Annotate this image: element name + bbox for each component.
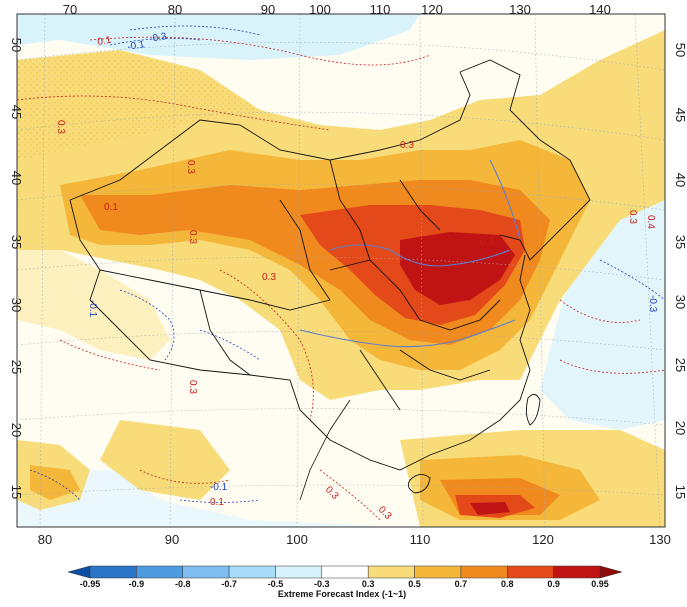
- contour-label: -0.3: [149, 31, 168, 45]
- border-southeast-asia: [299, 399, 351, 501]
- efi-07-southwest: [30, 465, 80, 500]
- right-axis-label: 50: [673, 43, 687, 57]
- colorbar-segment: [228, 565, 276, 579]
- colorbar-segment: [507, 565, 554, 579]
- colorbar-segment: [89, 565, 137, 579]
- rivers: [299, 159, 521, 348]
- contour-label: -0.1: [210, 482, 228, 493]
- contour-label: 0.3: [185, 160, 196, 174]
- top-axis-label: 90: [261, 2, 275, 17]
- graticule: [17, 14, 665, 527]
- top-axis-label: 120: [421, 2, 443, 17]
- contour-label: 0.3: [400, 140, 414, 151]
- contour-label: -0.1: [127, 39, 146, 53]
- contour-labels: 0.1 -0.1-0.30.30.30.30.30.30.30.30.1-0.10…: [55, 31, 658, 522]
- colorbar: -0.95 -0.9 -0.8 -0.7 -0.5 -0.3 0.3 0.5 0.7 0.8 0.9…: [67, 565, 623, 589]
- contours-negative: [29, 25, 665, 503]
- colorbar-segment: [414, 565, 462, 579]
- top-axis-label: 110: [370, 2, 391, 17]
- left-axis-label: 30: [9, 298, 24, 312]
- colorbar-segment: [321, 565, 369, 579]
- colorbar-label: 0.9: [547, 579, 560, 589]
- map-frame: [16, 13, 666, 528]
- colorbar-title: Extreme Forecast Index (-1~1): [278, 589, 406, 599]
- colorbar-segment: [460, 565, 508, 579]
- colorbar-label: -0.95: [80, 579, 101, 589]
- bottom-axis-label: 80: [38, 532, 52, 547]
- colorbar-label: -0.8: [175, 579, 191, 589]
- colorbar-segment: [67, 565, 91, 579]
- contour-label: -0.3: [647, 295, 658, 313]
- left-axis-label: 25: [9, 360, 24, 374]
- borders: [69, 59, 591, 494]
- bottom-axis-label: 120: [532, 532, 554, 547]
- bottom-axis-label: 130: [649, 532, 671, 547]
- colorbar-segment: [599, 565, 623, 579]
- colorbar-label: -0.5: [268, 579, 284, 589]
- bottom-axis-label: 110: [410, 532, 431, 547]
- efi-095-scs: [470, 502, 510, 515]
- colorbar-label: -0.3: [314, 579, 330, 589]
- efi-04-region: [17, 250, 170, 360]
- contour-label: 0.3: [187, 230, 198, 244]
- colorbar-segment: [136, 565, 183, 579]
- bottom-axis-label: 90: [165, 532, 179, 547]
- contour-label: 0.3: [627, 210, 638, 224]
- top-axis-label: 130: [509, 2, 531, 17]
- contour-label: 0.1: [210, 497, 224, 508]
- colorbar-label: 0.3: [362, 579, 375, 589]
- top-axis-label: 100: [309, 2, 331, 17]
- efi-095-region: [400, 232, 515, 305]
- colorbar-label: 0.95: [591, 579, 609, 589]
- left-axis-label: 20: [9, 423, 24, 437]
- contour-label: 0.3: [262, 272, 276, 283]
- right-axis-label: 25: [673, 358, 687, 372]
- left-axis-label: 15: [9, 485, 24, 499]
- right-axis-label: 20: [673, 421, 687, 435]
- ocean-south-west: [17, 470, 400, 527]
- left-axis-label: 45: [9, 105, 24, 119]
- contour-label: 0.4: [645, 215, 656, 229]
- colorbar-label: 0.8: [501, 579, 514, 589]
- colorbar-label: 0.5: [408, 579, 421, 589]
- efi-texture: [17, 50, 260, 160]
- colorbar-label: 0.7: [455, 579, 468, 589]
- ocean-north: [17, 14, 420, 60]
- right-axis-label: 35: [673, 235, 687, 249]
- contour-label: 0.1: [97, 35, 113, 48]
- right-axis-label: 40: [673, 173, 687, 187]
- axis-bottom-labels: 80 90 100 110 120 130: [38, 532, 671, 547]
- colorbar-label: -0.7: [221, 579, 237, 589]
- contour-label: -0.1: [87, 300, 98, 318]
- efi-05-south: [100, 420, 230, 500]
- right-axis-label: 30: [673, 295, 687, 309]
- left-axis-label: 35: [9, 235, 24, 249]
- colorbar-segment: [367, 565, 415, 579]
- top-axis-label: 70: [63, 2, 77, 17]
- contours-positive: [17, 36, 665, 521]
- colorbar-segment: [275, 565, 323, 579]
- axis-right-labels: 50 45 40 35 30 25 20 15: [673, 43, 687, 499]
- colorbar-segment: [553, 565, 601, 579]
- right-axis-label: 45: [673, 108, 687, 122]
- axis-top-labels: 70 80 90 100 110 120 130 140: [63, 2, 611, 17]
- colorbar-segment: [182, 565, 230, 579]
- contour-label: 0.3: [480, 237, 494, 248]
- contour-label: 0.3: [55, 120, 66, 134]
- left-axis-label: 50: [9, 38, 24, 52]
- top-axis-label: 140: [589, 2, 611, 17]
- right-axis-label: 15: [673, 485, 687, 499]
- contour-label: 0.3: [187, 380, 198, 394]
- axis-left-labels: 50 45 40 35 30 25 20 15: [9, 38, 24, 499]
- bottom-axis-label: 100: [286, 532, 308, 547]
- map-panel: [17, 14, 665, 527]
- left-axis-label: 40: [9, 171, 24, 185]
- top-axis-label: 80: [168, 2, 182, 17]
- colorbar-label: -0.9: [129, 579, 145, 589]
- contour-label: 0.1: [104, 202, 118, 213]
